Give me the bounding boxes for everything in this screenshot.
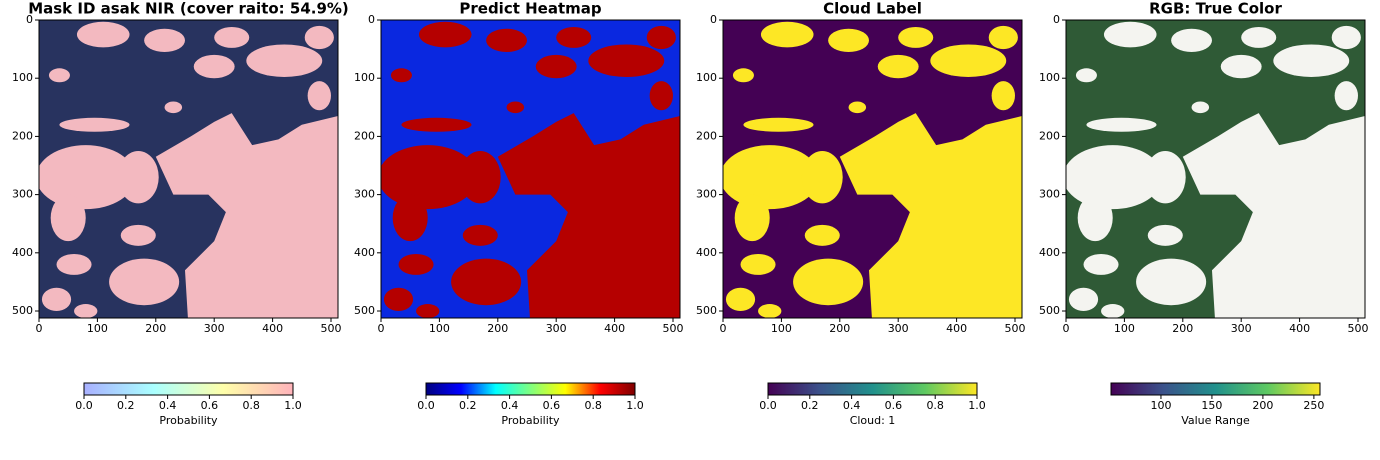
x-tick-label: 500 (1347, 322, 1368, 335)
x-tick-label: 300 (1231, 322, 1252, 335)
x-tick-label: 200 (487, 322, 508, 335)
colorbar-label: Probability (501, 414, 560, 427)
panel-title: Predict Heatmap (459, 0, 601, 18)
colorbar-tick-label: 0.4 (501, 399, 519, 412)
x-tick-label: 100 (87, 322, 108, 335)
colorbar-tick-label: 0.4 (159, 399, 177, 412)
x-tick-label: 200 (1172, 322, 1193, 335)
colorbar-tick-label: 0.2 (117, 399, 135, 412)
image (39, 20, 338, 318)
y-tick-label: 500 (354, 304, 375, 317)
y-tick-label: 200 (1039, 129, 1060, 142)
colorbar-tick-label: 0.8 (584, 399, 602, 412)
x-tick-label: 300 (204, 322, 225, 335)
axes-frame (722, 19, 1023, 319)
y-tick-label: 300 (1039, 188, 1060, 201)
colorbar-tick-label: 250 (1303, 399, 1324, 412)
colorbar-tick-label: 0.2 (801, 399, 819, 412)
colorbar (767, 382, 978, 396)
axes-frame (1065, 19, 1366, 319)
y-tick-label: 300 (354, 188, 375, 201)
panel-title: Cloud Label (823, 0, 922, 18)
colorbar-tick-label: 0.6 (543, 399, 561, 412)
colorbar-tick-label: 100 (1150, 399, 1171, 412)
y-tick-label: 200 (696, 129, 717, 142)
colorbar-tick-label: 0.6 (201, 399, 219, 412)
x-tick-label: 500 (662, 322, 683, 335)
y-tick-label: 500 (1039, 304, 1060, 317)
colorbar (83, 382, 294, 396)
y-tick-label: 0 (1053, 13, 1060, 26)
colorbar-tick-label: 0.2 (459, 399, 477, 412)
x-tick-label: 200 (829, 322, 850, 335)
y-tick-label: 100 (696, 71, 717, 84)
y-tick-label: 400 (1039, 246, 1060, 259)
x-tick-label: 300 (546, 322, 567, 335)
colorbar-tick-label: 0.4 (843, 399, 861, 412)
y-tick-label: 400 (696, 246, 717, 259)
x-tick-label: 100 (1114, 322, 1135, 335)
y-tick-label: 0 (710, 13, 717, 26)
panel-title: Mask ID asak NIR (cover raito: 54.9%) (28, 0, 349, 18)
x-tick-label: 400 (946, 322, 967, 335)
y-tick-label: 300 (696, 188, 717, 201)
x-tick-label: 400 (1289, 322, 1310, 335)
x-tick-label: 0 (36, 322, 43, 335)
colorbar-tick-label: 0.6 (885, 399, 903, 412)
x-tick-label: 100 (429, 322, 450, 335)
axes-frame (380, 19, 681, 319)
y-tick-label: 300 (12, 188, 33, 201)
y-tick-label: 100 (354, 71, 375, 84)
colorbar-tick-label: 150 (1201, 399, 1222, 412)
y-tick-label: 0 (368, 13, 375, 26)
colorbar (1110, 382, 1321, 396)
colorbar-tick-label: 0.8 (926, 399, 944, 412)
y-tick-label: 100 (1039, 71, 1060, 84)
panel-title: RGB: True Color (1149, 0, 1282, 18)
x-tick-label: 0 (1063, 322, 1070, 335)
x-tick-label: 0 (720, 322, 727, 335)
x-tick-label: 500 (320, 322, 341, 335)
x-tick-label: 200 (145, 322, 166, 335)
y-tick-label: 400 (12, 246, 33, 259)
colorbar-tick-label: 1.0 (626, 399, 644, 412)
colorbar-label: Value Range (1181, 414, 1250, 427)
x-tick-label: 500 (1004, 322, 1025, 335)
y-tick-label: 200 (12, 129, 33, 142)
y-tick-label: 100 (12, 71, 33, 84)
y-tick-label: 200 (354, 129, 375, 142)
colorbar-tick-label: 0.8 (242, 399, 260, 412)
colorbar-tick-label: 0.0 (75, 399, 93, 412)
image (723, 20, 1022, 318)
y-tick-label: 500 (696, 304, 717, 317)
colorbar-tick-label: 0.0 (417, 399, 435, 412)
x-tick-label: 100 (771, 322, 792, 335)
y-tick-label: 0 (26, 13, 33, 26)
axes-frame (38, 19, 339, 319)
colorbar (425, 382, 636, 396)
x-tick-label: 400 (262, 322, 283, 335)
colorbar-tick-label: 0.0 (759, 399, 777, 412)
x-tick-label: 400 (604, 322, 625, 335)
colorbar-label: Probability (159, 414, 218, 427)
colorbar-tick-label: 1.0 (284, 399, 302, 412)
y-tick-label: 400 (354, 246, 375, 259)
x-tick-label: 0 (378, 322, 385, 335)
colorbar-tick-label: 200 (1252, 399, 1273, 412)
image (1066, 20, 1365, 318)
image (381, 20, 680, 318)
colorbar-label: Cloud: 1 (850, 414, 896, 427)
x-tick-label: 300 (888, 322, 909, 335)
colorbar-tick-label: 1.0 (968, 399, 986, 412)
y-tick-label: 500 (12, 304, 33, 317)
